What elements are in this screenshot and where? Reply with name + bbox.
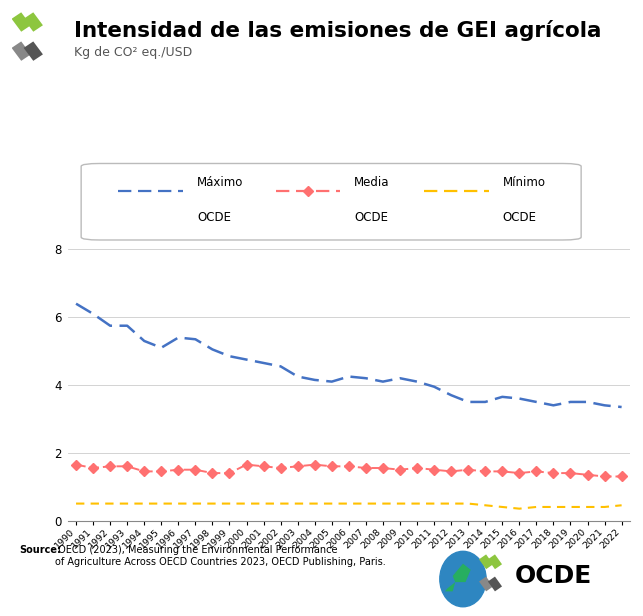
Text: OECD (2023), Measuring the Environmental Performance
of Agriculture Across OECD : OECD (2023), Measuring the Environmental…: [55, 545, 385, 567]
Text: Kg de CO² eq./USD: Kg de CO² eq./USD: [74, 46, 192, 59]
Polygon shape: [24, 12, 43, 31]
FancyBboxPatch shape: [81, 163, 581, 240]
Text: Máximo: Máximo: [197, 176, 243, 189]
Polygon shape: [12, 12, 31, 31]
Text: Intensidad de las emisiones de GEI agrícola: Intensidad de las emisiones de GEI agríc…: [74, 20, 601, 41]
Text: Media: Media: [354, 176, 390, 189]
Text: OCDE: OCDE: [502, 211, 536, 224]
Polygon shape: [24, 41, 43, 61]
Polygon shape: [488, 554, 502, 569]
Text: OCDE: OCDE: [514, 564, 592, 588]
Text: Mínimo: Mínimo: [502, 176, 545, 189]
Text: OCDE: OCDE: [197, 211, 231, 224]
Circle shape: [440, 551, 486, 607]
Text: Source:: Source:: [19, 545, 61, 555]
Text: OCDE: OCDE: [354, 211, 388, 224]
Polygon shape: [453, 564, 471, 582]
Polygon shape: [479, 554, 493, 569]
Polygon shape: [12, 41, 31, 61]
Polygon shape: [479, 577, 493, 591]
Polygon shape: [488, 577, 502, 591]
Polygon shape: [445, 582, 455, 591]
